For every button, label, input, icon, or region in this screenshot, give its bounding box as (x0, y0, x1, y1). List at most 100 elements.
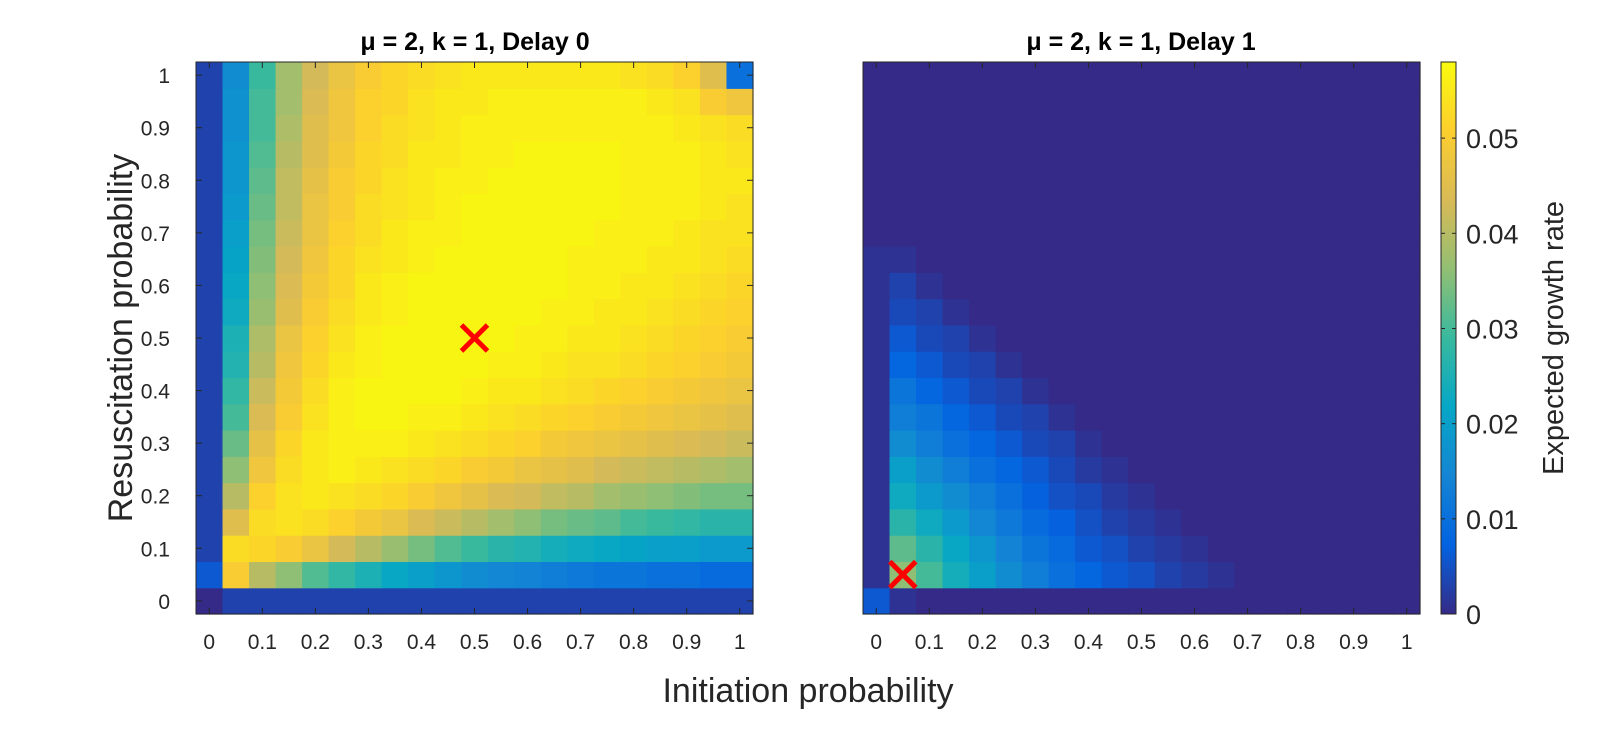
left-cell (408, 246, 436, 273)
right-cell (942, 114, 970, 142)
left-cell (673, 377, 701, 405)
right-cell (1207, 351, 1235, 379)
left-cell (699, 403, 728, 431)
right-cell (1048, 167, 1076, 195)
left-cell (646, 219, 675, 247)
left-cell (699, 482, 728, 510)
left-cell (434, 88, 462, 116)
right-cell (1366, 430, 1395, 457)
right-cell (1022, 114, 1050, 142)
right-cell (1181, 219, 1209, 247)
right-marker-stroke-b (888, 559, 918, 590)
right-cell (1048, 508, 1076, 536)
right-cell (863, 456, 891, 484)
left-cell (196, 456, 224, 484)
right-cell (995, 561, 1023, 589)
left-y-tick-label: 0.1 (141, 538, 170, 561)
right-cell (1340, 219, 1368, 247)
left-cell (222, 561, 250, 589)
left-cell (646, 114, 675, 142)
right-cell (1340, 508, 1368, 536)
left-cell (726, 193, 754, 221)
left-cell (567, 561, 595, 589)
left-cell (302, 351, 330, 379)
left-cell (620, 272, 648, 300)
left-cell (275, 587, 303, 615)
left-cell (673, 324, 701, 352)
left-cell (381, 430, 409, 457)
right-cell (1313, 324, 1342, 352)
left-cell (620, 246, 648, 273)
left-cell (196, 88, 224, 116)
right-cell (916, 140, 944, 168)
left-y-tick-label: 0.3 (141, 433, 170, 456)
left-cell (381, 298, 409, 326)
left-cell (381, 508, 409, 536)
right-cell (1287, 430, 1315, 457)
left-cell (355, 561, 383, 589)
right-cell (1022, 88, 1050, 116)
left-cell (620, 114, 648, 142)
left-x-tick-label: 1 (734, 631, 746, 654)
right-x-tick-label: 1 (1401, 631, 1413, 654)
left-cell (646, 561, 675, 589)
right-cell (1340, 193, 1368, 221)
left-cell (408, 140, 436, 168)
right-cell (1101, 587, 1129, 615)
left-cell (593, 193, 621, 221)
right-cell (1234, 167, 1262, 195)
left-cell (726, 508, 754, 536)
panel-right-title: μ = 2, k = 1, Delay 1 (1026, 28, 1255, 56)
left-cell (514, 193, 542, 221)
left-cell (514, 535, 542, 563)
right-cell (889, 62, 917, 89)
right-cell (1260, 535, 1288, 563)
left-cell (673, 430, 701, 457)
right-cell (969, 430, 997, 457)
right-cell (916, 351, 944, 379)
left-cell (355, 88, 383, 116)
right-cell (1313, 403, 1342, 431)
left-cell (302, 167, 330, 195)
left-cell (461, 272, 489, 300)
left-cell (567, 88, 595, 116)
left-cell (514, 246, 542, 273)
right-cell (1207, 298, 1235, 326)
left-cell (620, 167, 648, 195)
left-cell (620, 298, 648, 326)
left-cell (487, 351, 515, 379)
right-cell (1075, 246, 1103, 273)
left-cell (487, 62, 515, 89)
right-cell (1048, 430, 1076, 457)
right-cell (942, 62, 970, 89)
right-cell (1154, 587, 1182, 615)
left-cell (699, 272, 728, 300)
right-cell (1260, 456, 1288, 484)
left-cell (381, 272, 409, 300)
left-cell (249, 324, 277, 352)
left-cell (249, 246, 277, 273)
left-cell (328, 114, 356, 142)
right-cell (889, 403, 917, 431)
right-cell (1207, 377, 1235, 405)
left-cell (487, 219, 515, 247)
left-cell (593, 219, 621, 247)
right-cell (1393, 193, 1421, 221)
right-cell (1366, 167, 1395, 195)
left-cell (673, 535, 701, 563)
right-cell (863, 351, 891, 379)
right-cell (889, 587, 917, 615)
right-cell (1048, 140, 1076, 168)
left-cell (328, 561, 356, 589)
right-cell (1313, 114, 1342, 142)
right-cell (1154, 88, 1182, 116)
left-cell (567, 508, 595, 536)
left-cell (222, 246, 250, 273)
right-cell (1393, 561, 1421, 589)
left-cell (434, 167, 462, 195)
left-cell (567, 272, 595, 300)
right-cell (969, 377, 997, 405)
left-cell (646, 88, 675, 116)
right-cell (1260, 246, 1288, 273)
right-cell (1101, 561, 1129, 589)
